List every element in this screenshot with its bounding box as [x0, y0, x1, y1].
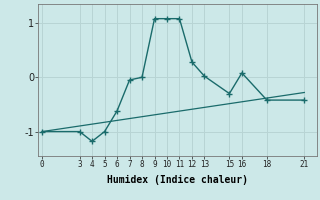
X-axis label: Humidex (Indice chaleur): Humidex (Indice chaleur) [107, 175, 248, 185]
